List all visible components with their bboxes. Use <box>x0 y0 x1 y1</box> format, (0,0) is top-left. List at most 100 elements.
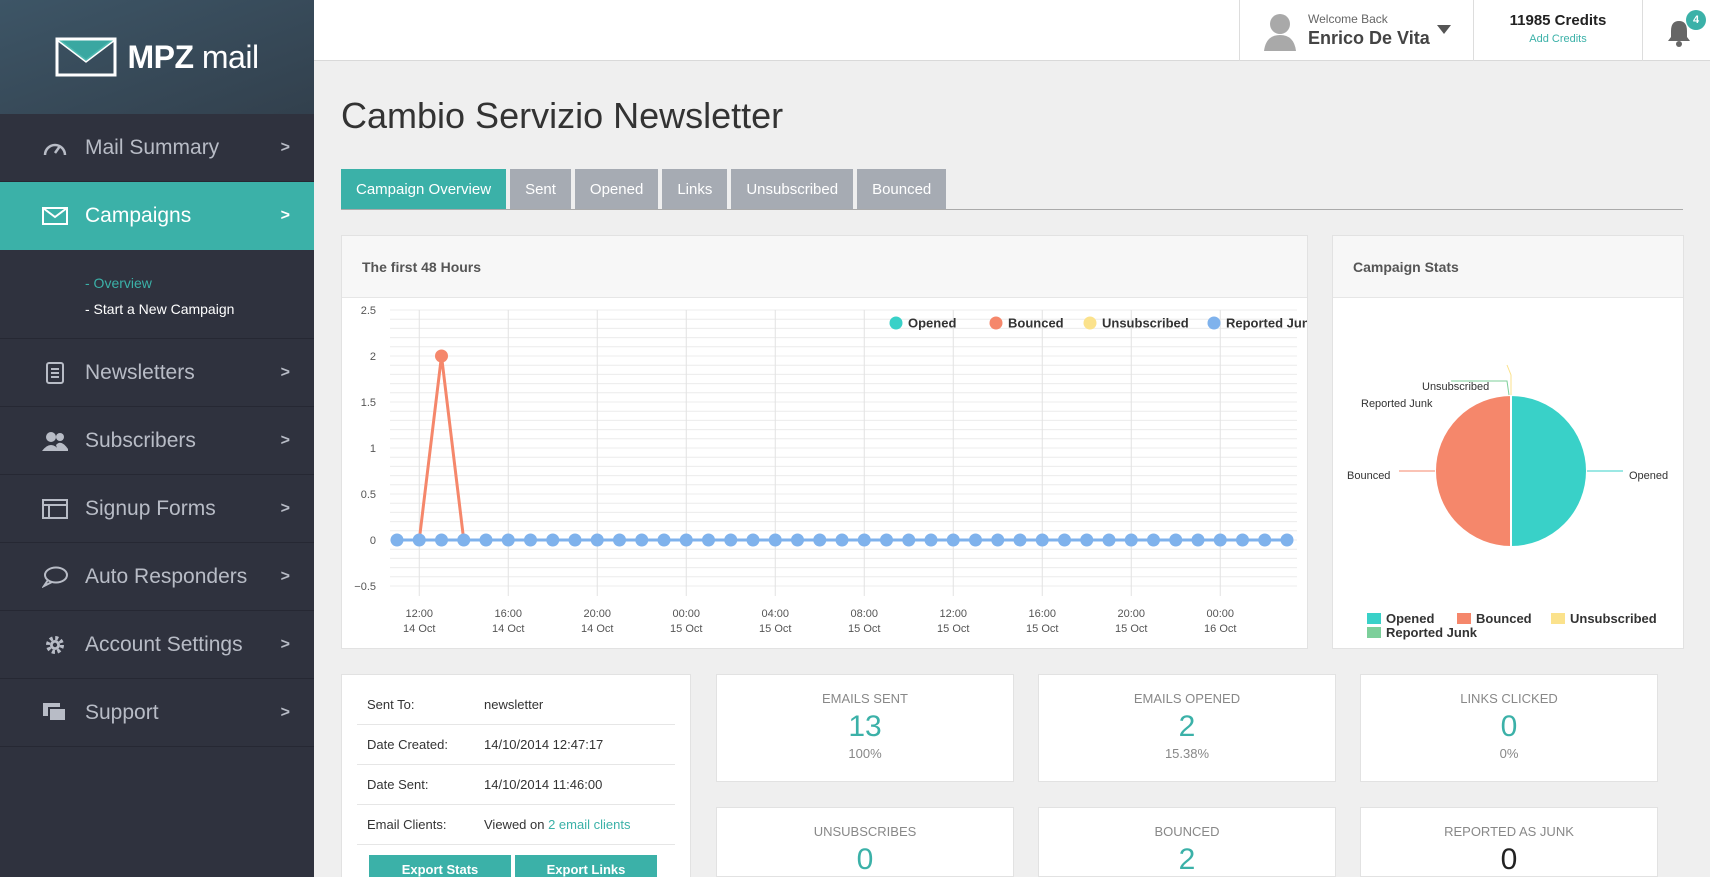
x-tick-label: 00:00 <box>1206 608 1234 620</box>
nav-label: Signup Forms <box>85 496 216 520</box>
logo[interactable]: MPZ mail <box>55 37 259 77</box>
submenu-new-campaign[interactable]: - Start a New Campaign <box>85 301 235 317</box>
legend-marker <box>1367 613 1381 624</box>
stat-label: BOUNCED <box>1154 824 1220 839</box>
data-point-reported-junk <box>924 533 938 547</box>
tabs: Campaign Overview Sent Opened Links Unsu… <box>341 169 1683 210</box>
x-tick-label: 16 Oct <box>1204 623 1236 635</box>
gear-icon <box>40 632 70 658</box>
data-point-reported-junk <box>1035 533 1049 547</box>
stat-value: 0 <box>856 843 874 876</box>
export-links-button[interactable]: Export Links <box>515 855 657 877</box>
stat-label: EMAILS SENT <box>822 691 908 706</box>
x-tick-label: 14 Oct <box>403 623 435 635</box>
x-tick-label: 15 Oct <box>937 623 969 635</box>
x-tick-label: 04:00 <box>761 608 789 620</box>
line-chart: 2.5 2 1.5 1 0.5 0 −0.5 12:00 14 Oct 16:00 14 Oct 20… <box>354 305 1318 635</box>
nav-support[interactable]: Support > <box>0 679 314 747</box>
x-tick-label: 12:00 <box>405 608 433 620</box>
data-point-reported-junk <box>857 533 871 547</box>
tab-links[interactable]: Links <box>662 169 728 209</box>
users-icon <box>40 428 70 454</box>
chevron-right-icon: > <box>280 363 290 381</box>
nav-account-settings[interactable]: Account Settings > <box>0 611 314 679</box>
document-icon <box>40 360 70 386</box>
data-point-reported-junk <box>702 533 715 547</box>
legend-label: Bounced <box>1008 316 1064 331</box>
info-key: Sent To: <box>367 697 415 712</box>
stat-value: 0 <box>1500 710 1518 743</box>
info-value: Viewed on 2 email clients <box>484 817 631 832</box>
email-clients-link[interactable]: 2 email clients <box>548 817 631 832</box>
support-icon <box>40 700 70 726</box>
legend-marker <box>1083 316 1097 330</box>
stat-card-reported-junk: REPORTED AS JUNK 0 <box>1360 807 1658 877</box>
x-tick-label: 15 Oct <box>759 623 791 635</box>
campaign-info-panel: Sent To: newsletter Date Created: 14/10/… <box>341 674 691 877</box>
logo-area: MPZ mail <box>0 0 314 114</box>
stat-card-emails-opened: EMAILS OPENED 2 15.38% <box>1038 674 1336 782</box>
caret-down-icon[interactable] <box>1437 25 1451 34</box>
legend-label: Reported Junk <box>1386 625 1478 640</box>
info-row: Date Created: 14/10/2014 12:47:17 <box>357 725 675 765</box>
nav-auto-responders[interactable]: Auto Responders > <box>0 543 314 611</box>
data-point-reported-junk <box>590 533 604 547</box>
credits-box: 11985 Credits Add Credits <box>1473 0 1643 61</box>
data-point-reported-junk <box>501 533 515 547</box>
user-text: Welcome Back Enrico De Vita <box>1308 12 1430 49</box>
tab-bounced[interactable]: Bounced <box>857 169 947 209</box>
nav-label: Newsletters <box>85 360 195 384</box>
info-key: Date Sent: <box>367 777 429 792</box>
legend-label: Unsubscribed <box>1570 611 1657 626</box>
add-credits-link[interactable]: Add Credits <box>1529 33 1587 45</box>
welcome-text: Welcome Back <box>1308 12 1388 26</box>
stat-label: UNSUBSCRIBES <box>813 824 917 839</box>
nav-label: Account Settings <box>85 632 243 656</box>
tab-sent[interactable]: Sent <box>510 169 571 209</box>
envelope-icon <box>40 203 70 229</box>
tab-unsubscribed[interactable]: Unsubscribed <box>731 169 854 209</box>
panel-title: The first 48 Hours <box>342 236 1307 298</box>
chevron-right-icon: > <box>280 207 290 224</box>
stat-value: 13 <box>848 710 882 743</box>
legend-label: Opened <box>908 316 956 331</box>
data-point-reported-junk <box>1236 533 1249 547</box>
data-point-reported-junk <box>1124 533 1138 547</box>
data-point-reported-junk <box>1147 533 1160 547</box>
y-tick-label: −0.5 <box>354 581 376 593</box>
legend-marker <box>1367 627 1381 638</box>
nav-signup-forms[interactable]: Signup Forms > <box>0 475 314 543</box>
pie-data-label: Bounced <box>1347 470 1390 482</box>
pie-data-label: Opened <box>1629 470 1668 482</box>
user-menu[interactable]: Welcome Back Enrico De Vita <box>1239 0 1473 61</box>
nav-newsletters[interactable]: Newsletters > <box>0 339 314 407</box>
data-point-reported-junk <box>1102 533 1116 547</box>
legend-marker <box>1207 316 1221 330</box>
x-tick-label: 15 Oct <box>1115 623 1147 635</box>
tab-opened[interactable]: Opened <box>574 169 659 209</box>
credits-count: 11985 Credits <box>1509 12 1607 29</box>
data-point-reported-junk <box>813 533 827 547</box>
submenu-overview[interactable]: - Overview <box>85 275 152 291</box>
nav-campaigns[interactable]: Campaigns > <box>0 182 314 250</box>
x-tick-label: 12:00 <box>939 608 967 620</box>
x-tick-label: 20:00 <box>1117 608 1145 620</box>
notifications[interactable]: 4 <box>1666 10 1706 50</box>
x-tick-label: 14 Oct <box>492 623 524 635</box>
data-point-reported-junk <box>479 533 493 547</box>
data-point-reported-junk <box>390 533 404 547</box>
data-point-reported-junk <box>657 533 671 547</box>
nav-mail-summary[interactable]: Mail Summary > <box>0 114 314 182</box>
legend-marker <box>989 316 1003 330</box>
export-stats-button[interactable]: Export Stats <box>369 855 511 877</box>
legend-marker <box>1551 613 1565 624</box>
stat-percent: 0% <box>1499 746 1519 761</box>
stat-label: EMAILS OPENED <box>1133 691 1241 706</box>
x-tick-label: 16:00 <box>494 608 522 620</box>
bell-icon <box>1668 21 1690 47</box>
nav-label: Support <box>85 700 159 724</box>
tab-campaign-overview[interactable]: Campaign Overview <box>341 169 507 209</box>
x-tick-label: 14 Oct <box>581 623 613 635</box>
nav-subscribers[interactable]: Subscribers > <box>0 407 314 475</box>
